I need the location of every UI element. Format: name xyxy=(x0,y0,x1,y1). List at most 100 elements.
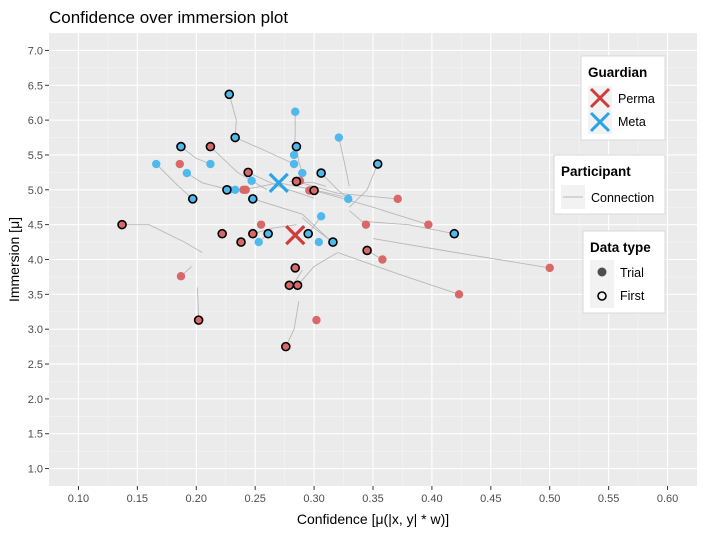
perma-first-point xyxy=(362,245,372,256)
y-tick-label: 4.0 xyxy=(28,255,43,267)
y-tick-label: 6.5 xyxy=(28,80,43,92)
connection-line xyxy=(338,137,350,187)
chart-title: Confidence over immersion plot xyxy=(49,8,288,27)
legend-guardian: Guardian Perma Meta xyxy=(580,55,666,141)
perma-trial-point xyxy=(378,255,387,264)
legend-perma-cross xyxy=(589,87,611,109)
legend-trial-label: Trial xyxy=(620,266,644,280)
meta-first-point xyxy=(263,228,273,239)
perma-trial-point xyxy=(424,220,433,229)
meta-first-point xyxy=(187,194,198,204)
perma-first-point xyxy=(205,141,216,152)
x-tick-label: 0.30 xyxy=(303,493,324,505)
perma-first-point xyxy=(248,228,258,239)
perma-trial-point xyxy=(393,194,402,204)
perma-first-point xyxy=(193,315,204,325)
legend-trial-point-icon xyxy=(597,267,607,277)
y-tick-label: 1.0 xyxy=(28,464,43,476)
x-tick-label: 0.10 xyxy=(68,493,89,505)
connection-line xyxy=(361,220,455,235)
meta-trial-point xyxy=(206,159,215,169)
perma-first-point xyxy=(117,219,127,230)
y-tick-label: 5.5 xyxy=(28,150,43,162)
meta-first-point xyxy=(230,132,240,143)
legend-participant-title: Participant xyxy=(561,164,631,179)
perma-trial-point xyxy=(176,272,186,281)
meta-first-point xyxy=(176,141,186,152)
meta-trial-point xyxy=(344,194,353,204)
meta-first-point xyxy=(328,237,338,247)
meta-trial-point xyxy=(247,176,256,185)
connection-line xyxy=(180,146,211,165)
connection-line xyxy=(235,137,295,165)
perma-first-point xyxy=(217,228,227,239)
perma-trial-point xyxy=(256,220,266,229)
meta-centroid-cross-icon xyxy=(268,172,289,193)
perma-trial-point xyxy=(361,220,371,229)
legend-meta-cross-icon xyxy=(589,111,611,133)
x-tick-label: 0.35 xyxy=(362,493,383,505)
connection-line xyxy=(296,180,398,200)
connection-line xyxy=(155,163,193,200)
connection-line xyxy=(302,217,334,243)
y-tick-label: 4.5 xyxy=(28,220,43,232)
perma-centroid-cross-icon xyxy=(285,224,306,246)
meta-first-point xyxy=(248,194,258,204)
meta-trial-point xyxy=(230,185,240,195)
connection-line xyxy=(243,182,344,198)
legend-participant: Participant Connection xyxy=(553,154,666,215)
meta-trial-point xyxy=(314,237,324,247)
perma-first-point xyxy=(309,185,319,196)
legend-first-point-icon xyxy=(597,291,607,301)
perma-first-point xyxy=(291,176,302,187)
meta-first-point xyxy=(222,185,232,195)
axis-ticks: 0.10 0.15 0.20 0.25 0.30 0.35 0.40 0.45 0.50 0.55… xyxy=(28,45,679,505)
connection-line xyxy=(247,171,315,199)
connection-line xyxy=(313,190,429,226)
x-tick-label: 0.45 xyxy=(480,493,501,505)
meta-trial-point xyxy=(182,168,192,178)
connection-line xyxy=(252,224,297,235)
x-tick-label: 0.40 xyxy=(421,493,442,505)
connection-line xyxy=(186,172,230,191)
y-tick-label: 3.5 xyxy=(28,289,43,301)
x-tick-label: 0.60 xyxy=(657,493,678,505)
connection-line xyxy=(228,94,237,138)
meta-trial-point xyxy=(289,159,299,169)
perma-first-point xyxy=(284,280,295,291)
perma-first-point xyxy=(281,341,291,352)
meta-trial-point xyxy=(289,150,299,160)
y-axis-title: Immersion [μ] xyxy=(6,217,22,302)
y-tick-label: 1.5 xyxy=(28,429,43,441)
meta-trial-point xyxy=(334,133,344,142)
connection-line xyxy=(210,146,268,191)
meta-first-point xyxy=(224,89,235,100)
meta-first-point xyxy=(303,228,314,239)
perma-trial-point xyxy=(545,263,554,273)
y-tick-label: 6.0 xyxy=(28,115,43,127)
meta-trial-point xyxy=(316,212,326,221)
legend-connection-label: Connection xyxy=(591,191,654,205)
data-points xyxy=(117,89,554,352)
meta-trial-point xyxy=(254,237,263,247)
connection-line xyxy=(349,163,379,208)
meta-trial-point xyxy=(152,159,161,169)
legend-data-type: Data type Trial First xyxy=(582,230,666,314)
x-tick-label: 0.20 xyxy=(186,493,207,505)
x-axis-title: Confidence [μ(|x, y| * w)] xyxy=(297,511,449,527)
x-tick-label: 0.25 xyxy=(244,493,265,505)
perma-first-point xyxy=(243,167,253,178)
meta-trial-point xyxy=(298,168,307,178)
x-tick-label: 0.15 xyxy=(127,493,148,505)
meta-centroid-cross-icon-stroke xyxy=(268,172,289,193)
legend-meta-label: Meta xyxy=(618,115,646,129)
legend-data-type-title: Data type xyxy=(590,240,651,255)
y-tick-label: 3.0 xyxy=(28,324,43,336)
perma-trial-point xyxy=(312,315,321,325)
legend-meta-cross-stroke xyxy=(589,111,611,133)
meta-trial-point xyxy=(291,107,300,116)
connection-line xyxy=(197,287,200,321)
meta-first-point xyxy=(316,168,326,178)
meta-first-point xyxy=(449,228,460,239)
